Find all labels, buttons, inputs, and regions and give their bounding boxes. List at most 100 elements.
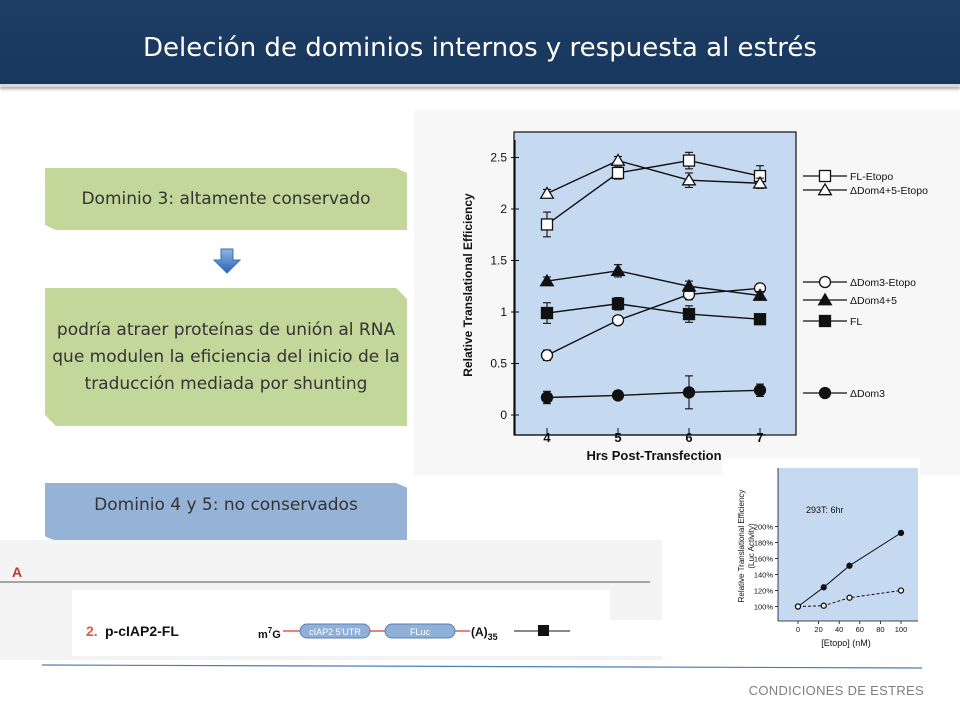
fluc-label: FLuc xyxy=(410,627,431,637)
main-data-point xyxy=(611,297,625,310)
main-data-point xyxy=(611,389,625,402)
main-data-point xyxy=(539,186,555,199)
main-xlabel: Hrs Post-Transfection xyxy=(586,448,721,463)
legend-marker xyxy=(818,386,832,400)
inset-xtick-label: 80 xyxy=(876,625,884,634)
inset-data-point xyxy=(846,562,853,569)
main-ytick-label: 2.5 xyxy=(490,151,507,165)
main-series-line xyxy=(546,303,761,320)
main-xtick-label: 7 xyxy=(756,430,763,445)
main-series-line xyxy=(546,270,761,297)
main-data-point xyxy=(752,288,768,301)
main-data-point xyxy=(540,391,554,404)
footer-rule xyxy=(41,664,923,669)
legend-label: ΔDom3-Etopo xyxy=(850,277,916,289)
inset-series-line xyxy=(797,532,902,607)
main-xtick-label: 6 xyxy=(685,430,692,445)
inset-xlabel: [Etopo] (nM) xyxy=(821,638,871,648)
main-data-point xyxy=(540,218,554,231)
main-data-point xyxy=(753,384,767,397)
cap-sup: 7 xyxy=(268,626,273,635)
main-data-point xyxy=(611,166,625,180)
main-ylabel: Relative Translational Efficiency xyxy=(461,193,475,377)
main-series-line xyxy=(546,159,761,195)
legend-marker xyxy=(818,169,832,183)
main-data-point xyxy=(610,263,626,277)
legend-marker xyxy=(818,275,832,289)
polya-sub: 35 xyxy=(488,632,498,642)
inset-ytick-label: 200% xyxy=(754,523,774,532)
inset-xtick-label: 100 xyxy=(895,625,908,634)
legend-marker xyxy=(817,292,833,306)
main-ytick-label: 1.5 xyxy=(490,254,507,268)
main-data-point xyxy=(682,386,696,399)
main-xtick-label: 5 xyxy=(614,430,621,445)
construct-diagram: A 2. p-cIAP2-FL m7G cIAP2 5'UTR FLuc (A)… xyxy=(0,540,662,660)
main-data-point xyxy=(540,306,554,320)
title-bar xyxy=(0,0,960,87)
cap-m: m xyxy=(258,629,268,641)
main-series-line xyxy=(546,159,761,226)
inset-xtick-label: 20 xyxy=(814,625,822,634)
construct-name: p-cIAP2-FL xyxy=(105,623,179,639)
construct-number: 2. xyxy=(86,623,98,639)
legend-label: ΔDom4+5-Etopo xyxy=(850,185,928,197)
inset-ylabel: Relative Translational Efficiency xyxy=(737,490,746,603)
main-ytick-label: 0 xyxy=(500,408,507,422)
utr-label: cIAP2 5'UTR xyxy=(309,627,361,637)
inset-data-point xyxy=(794,603,802,610)
main-data-point xyxy=(681,278,697,292)
inset-xtick-label: 60 xyxy=(856,625,864,634)
inset-ytick-label: 100% xyxy=(754,603,774,612)
inset-xtick-label: 0 xyxy=(796,625,800,634)
footer-text: CONDICIONES DE ESTRES xyxy=(748,683,924,698)
main-xtick-label: 4 xyxy=(543,430,551,445)
inset-ylabel2: (Luc Activity) xyxy=(747,523,756,569)
inset-annotation: 293T: 6hr xyxy=(806,505,844,515)
inset-data-point xyxy=(846,594,853,601)
main-data-point xyxy=(682,154,696,167)
legend-label: ΔDom3 xyxy=(850,388,885,400)
inset-ytick-label: 120% xyxy=(754,587,774,596)
main-data-point xyxy=(611,314,625,327)
main-data-point xyxy=(610,153,626,166)
function-text: podría atraer proteínas de unión al RNA … xyxy=(52,319,400,394)
domain45-box: Dominio 4 y 5: no conservados xyxy=(45,483,407,541)
main-data-point xyxy=(753,313,767,326)
main-ytick-label: 2 xyxy=(500,202,507,216)
legend-label: FL-Etopo xyxy=(850,171,893,183)
inset-data-point xyxy=(820,584,827,591)
panel-letter: A xyxy=(12,564,22,580)
legend-marker xyxy=(818,314,832,328)
main-ytick-label: 1 xyxy=(500,305,507,319)
main-chart: 0 0.5 1 1.5 2 2.5 4 5 6 7 FL-Etopo ΔDom4+5-Etopo ΔD… xyxy=(414,110,960,475)
inset-data-point xyxy=(897,529,905,537)
domain3-box: Dominio 3: altamente conservado xyxy=(45,168,407,230)
domain3-text: Dominio 3: altamente conservado xyxy=(81,188,371,209)
main-plot-area xyxy=(513,131,797,436)
legend-label: FL xyxy=(850,316,862,328)
inset-ytick-label: 160% xyxy=(754,555,774,564)
svg-text:(A)35: (A)35 xyxy=(471,625,498,642)
main-data-point xyxy=(682,307,696,321)
main-data-point xyxy=(540,349,554,362)
domain45-text: Dominio 4 y 5: no conservados xyxy=(94,494,358,515)
legend-marker xyxy=(817,182,833,196)
inset-data-point xyxy=(820,602,827,609)
inset-ytick-label: 140% xyxy=(754,571,774,580)
polya: (A) xyxy=(471,625,488,639)
inset-data-point xyxy=(897,587,905,594)
main-data-point xyxy=(752,175,768,189)
svg-text:m7G: m7G xyxy=(258,626,281,641)
inset-xtick-label: 40 xyxy=(835,625,843,634)
down-arrow-icon xyxy=(212,248,242,274)
main-ytick-label: 0.5 xyxy=(490,357,507,371)
inset-chart: 100% 120% 140% 160% 180% 200% 0 20 40 60 80 100 293… xyxy=(722,458,920,660)
inset-series-line xyxy=(797,590,902,607)
function-box: podría atraer proteínas de unión al RNA … xyxy=(45,288,407,426)
slide-title: Deleción de dominios internos y respuest… xyxy=(143,33,817,63)
main-data-point xyxy=(539,273,555,287)
cap-g: G xyxy=(272,629,281,641)
main-data-point xyxy=(681,172,697,186)
construct-marker-icon xyxy=(538,625,549,636)
